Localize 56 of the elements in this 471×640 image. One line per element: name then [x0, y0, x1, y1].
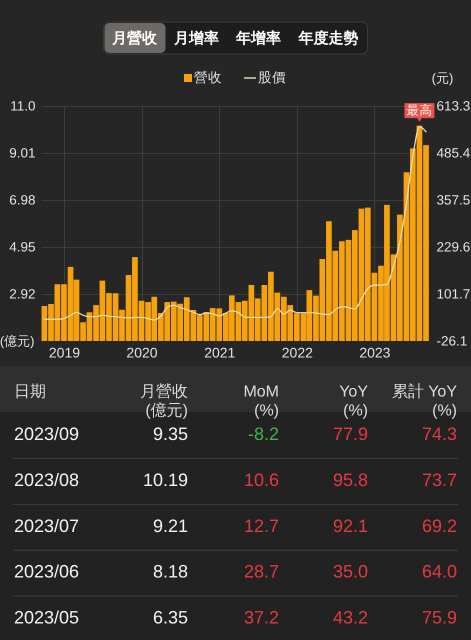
- line-series: [44, 126, 427, 321]
- y-tick-label: 11.0: [10, 98, 36, 114]
- text: 年增率: [235, 29, 281, 47]
- text: 35.0: [332, 562, 368, 582]
- y-tick-label: 2.92: [9, 286, 36, 302]
- x-tick-label: 2021: [204, 344, 236, 360]
- text: 75.9: [422, 608, 457, 628]
- text: 2023/08: [14, 470, 80, 490]
- text: 6.35: [152, 608, 188, 628]
- text: 92.1: [332, 516, 368, 536]
- y2-tick-label: 101.7: [436, 286, 470, 302]
- y-axis-title: (億元): [0, 334, 34, 348]
- text: 2023/07: [14, 516, 80, 536]
- text: 9.21: [152, 516, 188, 536]
- text: 28.7: [244, 562, 279, 582]
- y2-tick-label: -26.1: [436, 334, 468, 348]
- text: 9.35: [152, 424, 188, 444]
- text: 74.3: [422, 424, 457, 444]
- text: 95.8: [332, 470, 368, 490]
- text: 日期: [14, 382, 46, 400]
- legend-label: 營收: [194, 70, 222, 85]
- text: 69.2: [422, 516, 457, 536]
- text: 月增率: [173, 29, 219, 47]
- y2-axis-title: (元): [432, 70, 454, 86]
- annotation: 最高: [406, 102, 432, 118]
- y-tick-label: 4.95: [9, 240, 36, 254]
- x-tick-label: 2020: [126, 344, 158, 360]
- y2-tick-label: 613.3: [436, 98, 470, 114]
- text: MoM (%): [243, 384, 279, 420]
- text: 月營收 (億元): [140, 382, 188, 420]
- text: -8.2: [248, 424, 279, 444]
- y2-tick-label: 229.6: [436, 240, 470, 255]
- y2-tick-label: 485.4: [436, 146, 471, 161]
- text: 2023/09: [14, 424, 80, 444]
- text: 12.7: [244, 516, 279, 536]
- text: 8.18: [152, 562, 188, 582]
- legend-label: 股價: [258, 70, 286, 85]
- text: 2023/06: [14, 562, 80, 582]
- text: 77.9: [332, 424, 368, 444]
- text: 43.2: [332, 608, 368, 628]
- y2-tick-label: 357.5: [436, 192, 470, 208]
- text: 累計 YoY (%): [392, 382, 458, 420]
- text: 10.19: [142, 470, 188, 490]
- text: 37.2: [244, 608, 279, 628]
- x-tick-label: 2023: [359, 344, 391, 360]
- text: 10.6: [244, 470, 279, 490]
- y-tick-label: 9.01: [9, 146, 36, 160]
- text: 月營收: [111, 30, 158, 47]
- x-tick-label: 2022: [282, 344, 314, 360]
- y-tick-label: 6.98: [9, 192, 36, 208]
- text: 2023/05: [14, 608, 80, 628]
- text: YoY (%): [339, 384, 368, 420]
- text: 73.7: [422, 470, 457, 490]
- x-tick-label: 2019: [48, 344, 80, 360]
- text: 年度走勢: [298, 29, 358, 47]
- text: 64.0: [422, 562, 457, 582]
